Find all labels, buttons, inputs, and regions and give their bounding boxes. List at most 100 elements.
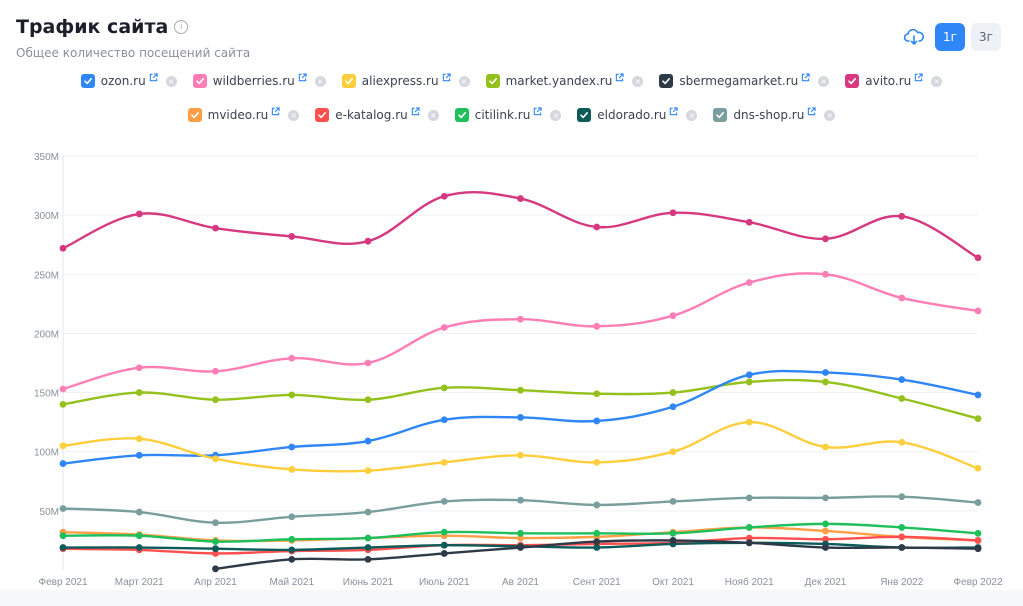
legend-item[interactable]: eldorado.ru × [577, 106, 698, 122]
data-point[interactable] [288, 535, 296, 543]
external-link-icon[interactable] [807, 106, 816, 116]
data-point[interactable] [212, 538, 219, 546]
data-point[interactable] [135, 210, 143, 218]
data-point[interactable] [135, 435, 143, 443]
data-point[interactable] [593, 501, 601, 509]
data-point[interactable] [898, 533, 906, 541]
remove-icon[interactable]: × [458, 75, 470, 87]
data-point[interactable] [593, 223, 601, 231]
data-point[interactable] [517, 315, 524, 323]
legend-item[interactable]: aliexpress.ru × [341, 72, 470, 88]
data-point[interactable] [898, 438, 906, 446]
data-point[interactable] [440, 541, 448, 549]
data-point[interactable] [669, 209, 677, 217]
external-link-icon[interactable] [442, 72, 451, 82]
checkbox-checked-icon[interactable] [485, 74, 500, 88]
remove-icon[interactable]: × [427, 109, 439, 121]
data-point[interactable] [135, 451, 143, 459]
checkbox-checked-icon[interactable] [659, 74, 674, 88]
remove-icon[interactable]: × [824, 109, 836, 121]
data-point[interactable] [745, 218, 753, 226]
data-point[interactable] [517, 386, 524, 394]
data-point[interactable] [517, 496, 524, 504]
period-1y-button[interactable]: 1г [935, 23, 965, 51]
data-point[interactable] [593, 458, 601, 466]
data-point[interactable] [364, 534, 372, 542]
data-point[interactable] [974, 391, 982, 399]
external-link-icon[interactable] [533, 106, 542, 116]
data-point[interactable] [59, 532, 67, 540]
data-point[interactable] [288, 513, 296, 521]
data-point[interactable] [593, 529, 601, 537]
data-point[interactable] [135, 544, 143, 551]
data-point[interactable] [898, 376, 906, 383]
data-point[interactable] [898, 395, 906, 402]
data-point[interactable] [593, 417, 601, 425]
data-point[interactable] [745, 524, 753, 531]
remove-icon[interactable]: × [165, 75, 177, 87]
data-point[interactable] [440, 192, 448, 200]
data-point[interactable] [745, 279, 753, 286]
legend-item[interactable]: sbermegamarket.ru × [659, 72, 830, 88]
external-link-icon[interactable] [615, 72, 624, 82]
data-point[interactable] [135, 389, 143, 396]
checkbox-checked-icon[interactable] [315, 108, 330, 122]
legend-item[interactable]: avito.ru × [845, 72, 943, 88]
data-point[interactable] [745, 494, 753, 502]
data-point[interactable] [974, 307, 982, 315]
data-point[interactable] [59, 544, 67, 551]
data-point[interactable] [440, 324, 448, 331]
data-point[interactable] [517, 195, 524, 202]
data-point[interactable] [974, 499, 982, 506]
data-point[interactable] [517, 534, 524, 542]
data-point[interactable] [440, 384, 448, 392]
info-icon[interactable]: i [174, 20, 189, 34]
data-point[interactable] [440, 416, 448, 424]
checkbox-checked-icon[interactable] [577, 108, 592, 122]
legend-item[interactable]: dns-shop.ru × [713, 106, 836, 122]
data-point[interactable] [974, 254, 982, 262]
external-link-icon[interactable] [271, 106, 280, 116]
data-point[interactable] [593, 390, 601, 398]
data-point[interactable] [669, 497, 677, 505]
external-link-icon[interactable] [801, 72, 810, 82]
data-point[interactable] [288, 391, 296, 399]
legend-item[interactable]: market.yandex.ru × [485, 72, 644, 88]
data-point[interactable] [669, 529, 677, 537]
remove-icon[interactable]: × [818, 75, 830, 87]
data-point[interactable] [364, 508, 372, 516]
data-point[interactable] [974, 529, 982, 537]
data-point[interactable] [364, 555, 372, 563]
data-point[interactable] [440, 550, 448, 557]
data-point[interactable] [288, 354, 296, 362]
external-link-icon[interactable] [149, 72, 158, 82]
data-point[interactable] [822, 535, 829, 543]
checkbox-checked-icon[interactable] [187, 108, 202, 122]
remove-icon[interactable]: × [931, 75, 943, 87]
data-point[interactable] [59, 505, 67, 512]
data-point[interactable] [288, 443, 296, 451]
remove-icon[interactable]: × [686, 109, 698, 121]
data-point[interactable] [898, 212, 906, 220]
data-point[interactable] [212, 455, 219, 463]
remove-icon[interactable]: × [550, 109, 562, 121]
data-point[interactable] [669, 312, 677, 320]
data-point[interactable] [898, 544, 906, 551]
checkbox-checked-icon[interactable] [192, 74, 207, 88]
data-point[interactable] [212, 550, 219, 557]
period-3y-button[interactable]: 3г [971, 23, 1001, 51]
external-link-icon[interactable] [669, 106, 679, 116]
checkbox-checked-icon[interactable] [80, 74, 95, 88]
data-point[interactable] [59, 244, 67, 252]
data-point[interactable] [288, 546, 296, 554]
data-point[interactable] [898, 294, 906, 302]
data-point[interactable] [364, 359, 372, 367]
data-point[interactable] [59, 460, 67, 467]
data-point[interactable] [212, 519, 219, 527]
data-point[interactable] [288, 555, 296, 563]
data-point[interactable] [440, 458, 448, 466]
data-point[interactable] [974, 415, 982, 422]
data-point[interactable] [212, 224, 219, 232]
download-button[interactable] [899, 23, 929, 51]
data-point[interactable] [288, 233, 296, 240]
